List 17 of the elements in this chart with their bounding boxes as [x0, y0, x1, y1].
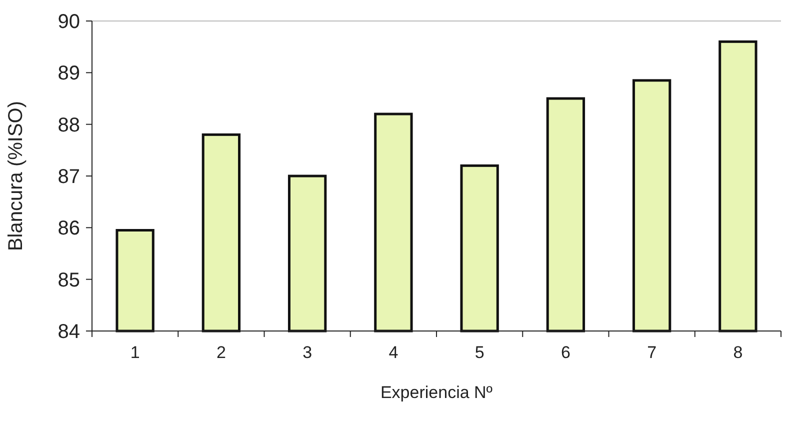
x-tick-label: 5 — [474, 343, 484, 362]
y-tick-label: 85 — [58, 269, 80, 292]
y-axis-title: Blancura (%ISO) — [5, 100, 27, 252]
y-tick-label: 89 — [58, 62, 80, 85]
x-tick-label: 2 — [216, 343, 226, 362]
x-axis-title: Experiencia Nº — [380, 383, 493, 402]
y-tick-label: 87 — [58, 166, 80, 188]
y-tick-label: 88 — [58, 114, 80, 136]
x-tick-label: 7 — [647, 343, 657, 362]
x-tick-label: 6 — [560, 343, 570, 362]
x-tick-label: 4 — [388, 343, 398, 362]
x-tick-label: 8 — [733, 343, 743, 362]
x-tick-label: 3 — [302, 343, 312, 362]
y-tick-label: 86 — [58, 218, 80, 240]
y-tick-label: 84 — [58, 321, 80, 343]
y-tick-label: 90 — [58, 11, 80, 33]
x-tick-label: 1 — [130, 343, 140, 362]
